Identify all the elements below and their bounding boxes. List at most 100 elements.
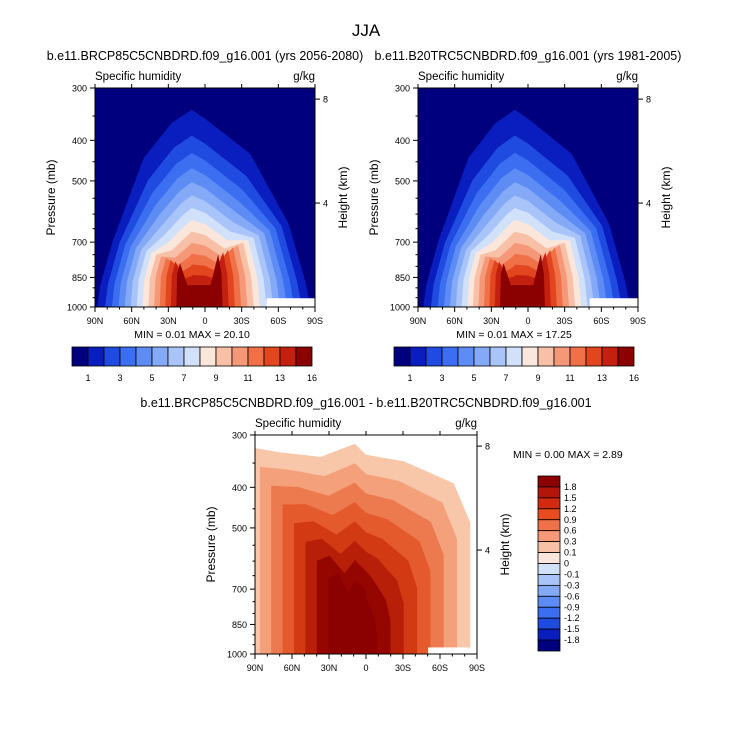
colorbar-swatch [151,346,169,367]
lat-tick-label: 30N [160,316,177,326]
colorbar-swatch [457,346,475,367]
colorbar-label: -1.2 [564,613,580,623]
pressure-tick-label: 850 [395,273,410,283]
colorbar-label: 1.5 [564,493,577,503]
colorbar-swatch [537,617,561,630]
lat-tick-label: 60S [593,316,609,326]
panel-title: b.e11.BRCP85C5CNBDRD.f09_g16.001 (yrs 20… [47,49,364,63]
colorbar-swatch [537,497,561,510]
panel-title: b.e11.BRCP85C5CNBDRD.f09_g16.001 - b.e11… [140,396,591,410]
colorbar-label: 1.2 [564,504,577,514]
colorbar-swatch [521,346,539,367]
lat-tick-label: 30S [395,663,411,673]
lat-tick-label: 90S [307,316,323,326]
pressure-tick-label: 700 [232,585,247,595]
colorbar-swatch [617,346,635,367]
height-tick-label: 4 [323,199,328,209]
figure-title: JJA [352,21,381,40]
colorbar-label: -0.3 [564,580,580,590]
panel-stats: MIN = 0.01 MAX = 17.25 [456,329,572,341]
lat-tick-label: 90N [247,663,264,673]
contour-band [176,254,223,307]
panel-units-label: g/kg [455,418,477,430]
colorbar-label: 7 [181,373,186,383]
missing-data [428,647,477,654]
colorbar-swatch [505,346,523,367]
colorbar-swatch [263,346,281,367]
colorbar-swatch [215,346,233,367]
lat-tick-label: 60N [446,316,463,326]
lat-tick-label: 90S [630,316,646,326]
colorbar-label: 11 [565,373,574,383]
missing-data [589,298,638,307]
colorbar-swatch [87,346,105,367]
colorbar-swatch [167,346,185,367]
colorbar-swatch [231,346,249,367]
colorbar-swatch [537,486,561,499]
pressure-tick-label: 300 [232,431,247,441]
colorbar-label: 13 [275,373,285,383]
lat-tick-label: 30S [234,316,250,326]
y-axis-label: Pressure (mb) [44,159,58,235]
lat-tick-label: 60N [284,663,301,673]
pressure-tick-label: 700 [395,238,410,248]
pressure-tick-label: 850 [232,620,247,630]
panel-left-label: Specific humidity [418,71,505,83]
colorbar-swatch [537,530,561,543]
colorbar-label: 0.6 [564,526,577,536]
colorbar-label: 1 [407,373,412,383]
colorbar-label: 3 [439,373,444,383]
contour-band [500,254,545,307]
colorbar-label: 5 [471,373,476,383]
colorbar-swatch [537,508,561,521]
panel-historical: b.e11.B20TRC5CNBDRD.f09_g16.001 (yrs 198… [367,49,681,383]
pressure-tick-label: 400 [232,483,247,493]
colorbar-swatch [601,346,619,367]
colorbar-swatch [537,639,561,652]
lat-tick-label: 90N [410,316,427,326]
colorbar-label: -1.8 [564,635,580,645]
colorbar-label: 7 [503,373,508,383]
pressure-tick-label: 700 [72,238,87,248]
pressure-tick-label: 300 [395,84,410,94]
pressure-tick-label: 1000 [227,650,247,660]
contour-field [95,88,315,307]
pressure-tick-label: 1000 [67,303,87,313]
colorbar-swatch [473,346,491,367]
colorbar-label: 13 [597,373,607,383]
colorbar-swatch [537,475,561,488]
lat-tick-label: 30S [557,316,573,326]
lat-tick-label: 30N [321,663,338,673]
pressure-tick-label: 400 [72,136,87,146]
colorbar-swatch [585,346,603,367]
height-tick-label: 8 [646,95,651,105]
colorbar-swatch [537,541,561,553]
colorbar-swatch [135,346,153,367]
lat-tick-label: 60N [123,316,140,326]
colorbar-swatch [295,346,313,367]
y-axis-label: Pressure (mb) [367,159,381,235]
colorbar-swatch [441,346,459,367]
colorbar-swatch [537,519,561,532]
pressure-tick-label: 300 [72,84,87,94]
colorbar-label: 16 [629,373,639,383]
pressure-tick-label: 400 [395,136,410,146]
height-tick-label: 4 [646,199,651,209]
height-tick-label: 4 [485,546,490,556]
colorbar-swatch [537,628,561,641]
y-axis-right-label: Height (km) [336,166,350,228]
colorbar-label: 9 [213,373,218,383]
pressure-tick-label: 500 [395,176,410,186]
panel-left-label: Specific humidity [95,71,182,83]
colorbar-label: -0.9 [564,602,580,612]
panel-stats: MIN = 0.00 MAX = 2.89 [513,449,623,461]
colorbar-swatch [71,346,89,367]
pressure-tick-label: 1000 [390,303,410,313]
lat-tick-label: 0 [363,663,368,673]
pressure-tick-label: 850 [72,273,87,283]
colorbar-label: 3 [117,373,122,383]
panel-left-label: Specific humidity [255,418,342,430]
contour-field [418,88,638,307]
colorbar-swatch [103,346,121,367]
height-tick-label: 8 [323,95,328,105]
